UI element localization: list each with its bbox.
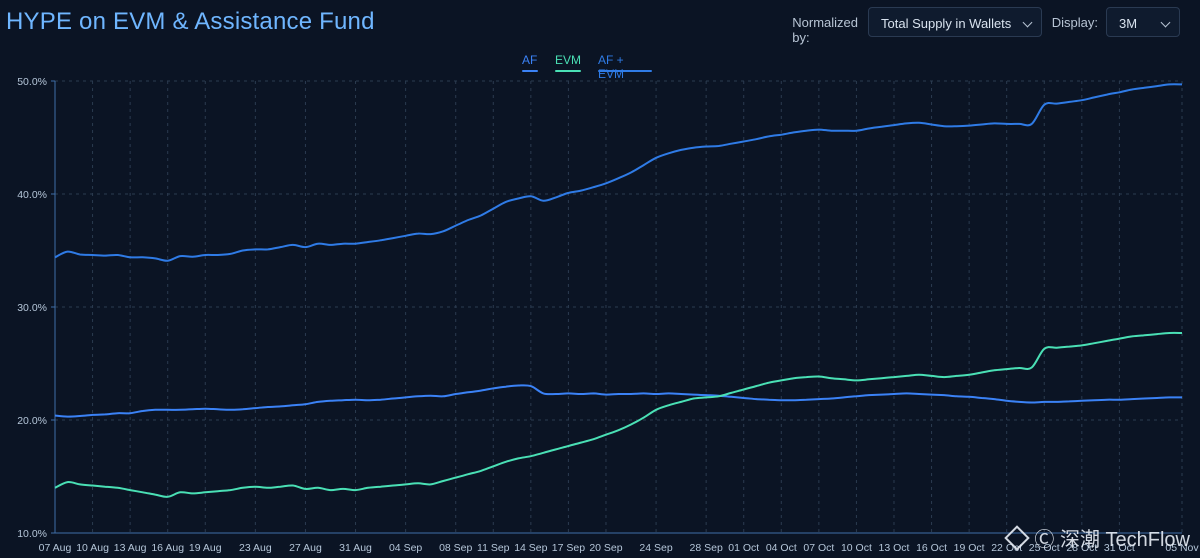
- display-select[interactable]: 3M: [1106, 7, 1180, 37]
- legend-item-af[interactable]: AF: [522, 53, 538, 72]
- y-tick-label: 20.0%: [17, 415, 47, 427]
- x-tick-label: 10 Aug: [76, 542, 109, 554]
- legend-swatch-af: [522, 70, 538, 72]
- x-tick-label: 17 Sep: [552, 542, 585, 554]
- normalized-by-value: Total Supply in Wallets: [881, 16, 1012, 31]
- legend-swatch-evm: [555, 70, 581, 72]
- x-tick-label: 10 Oct: [841, 542, 872, 554]
- watermark: Ⓒ 深潮 TechFlow: [1004, 523, 1190, 552]
- x-tick-label: 04 Oct: [766, 542, 797, 554]
- x-tick-label: 13 Oct: [879, 542, 910, 554]
- x-tick-label: 14 Sep: [514, 542, 547, 554]
- x-tick-label: 07 Aug: [39, 542, 72, 554]
- x-tick-label: 28 Oct: [1066, 542, 1097, 554]
- x-tick-label: 27 Aug: [289, 542, 322, 554]
- series-line-af: [54, 384, 1183, 418]
- x-tick-label: 11 Sep: [477, 542, 510, 554]
- watermark-text: Ⓒ 深潮 TechFlow: [1034, 529, 1190, 551]
- x-tick-label: 05 Nov: [1165, 542, 1199, 554]
- y-tick-label: 10.0%: [17, 528, 47, 540]
- legend-swatch-af-evm: [598, 70, 652, 72]
- x-tick-label: 13 Aug: [114, 542, 147, 554]
- x-tick-label: 25 Oct: [1029, 542, 1060, 554]
- legend-label-evm: EVM: [555, 53, 582, 67]
- x-tick-label: 31 Aug: [339, 542, 372, 554]
- x-tick-label: 07 Oct: [803, 542, 834, 554]
- y-tick-label: 30.0%: [17, 302, 47, 314]
- legend-item-evm[interactable]: EVM: [555, 53, 582, 72]
- y-tick-label: 40.0%: [17, 189, 47, 201]
- normalized-by-label: Normalized by:: [792, 15, 858, 45]
- x-tick-label: 01 Oct: [728, 542, 759, 554]
- x-tick-label: 22 Oct: [991, 542, 1022, 554]
- normalized-by-select[interactable]: Total Supply in Wallets: [868, 7, 1042, 37]
- legend-label-af: AF: [522, 53, 538, 67]
- x-tick-label: 23 Aug: [239, 542, 272, 554]
- x-tick-label: 31 Oct: [1104, 542, 1135, 554]
- display-value: 3M: [1119, 16, 1138, 31]
- x-tick-label: 28 Sep: [690, 542, 723, 554]
- y-tick-label: 50.0%: [17, 76, 47, 88]
- page-title: HYPE on EVM & Assistance Fund: [6, 8, 375, 35]
- series-line-evm: [54, 331, 1183, 498]
- x-tick-label: 08 Sep: [439, 542, 472, 554]
- display-label: Display:: [1051, 15, 1098, 30]
- series-line-af-evm: [54, 83, 1183, 262]
- x-tick-label: 19 Aug: [189, 542, 222, 554]
- x-tick-label: 20 Sep: [589, 542, 622, 554]
- x-tick-label: 16 Aug: [151, 542, 184, 554]
- x-tick-label: 19 Oct: [954, 542, 985, 554]
- x-tick-label: 24 Sep: [639, 542, 672, 554]
- x-tick-label: 16 Oct: [916, 542, 947, 554]
- legend-item-af-evm[interactable]: AF + EVM: [598, 53, 652, 81]
- logo-icon: [1004, 525, 1031, 551]
- x-tick-label: 04 Sep: [389, 542, 422, 554]
